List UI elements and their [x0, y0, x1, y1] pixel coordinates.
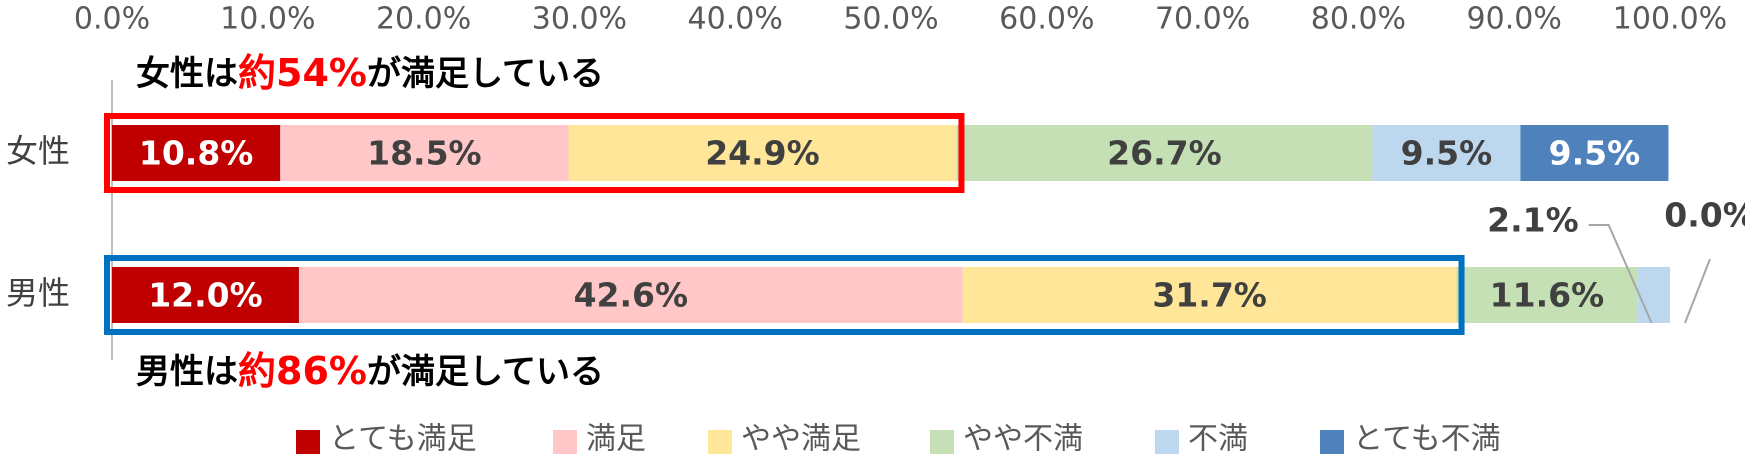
- legend-label: とても不満: [1353, 422, 1501, 457]
- bar-segment: [1372, 125, 1521, 181]
- x-tick-label: 40.0%: [688, 2, 783, 37]
- value-label: 26.7%: [1107, 134, 1222, 173]
- value-label: 0.0%: [1664, 196, 1745, 235]
- value-label: 12.0%: [148, 276, 263, 315]
- legend-swatch: [1320, 430, 1344, 454]
- annotation-part: 約54%: [238, 51, 367, 95]
- bar-segment: [280, 125, 569, 181]
- bar-segment: [298, 267, 963, 323]
- highlight-box: [104, 255, 1465, 335]
- legend-swatch: [296, 430, 320, 454]
- legend-label: やや不満: [963, 422, 1083, 457]
- value-label: 24.9%: [705, 134, 820, 173]
- annotation-part: が満足している: [367, 352, 604, 392]
- bar-segment: [568, 125, 957, 181]
- bar-segment: [112, 125, 281, 181]
- legend-swatch: [930, 430, 954, 454]
- highlight-box: [104, 113, 965, 193]
- value-label: 31.7%: [1152, 276, 1267, 315]
- bar-segment: [1456, 267, 1638, 323]
- category-label: 男性: [6, 274, 70, 312]
- x-tick-label: 10.0%: [220, 2, 315, 37]
- x-tick-label: 20.0%: [376, 2, 471, 37]
- legend-swatch: [1155, 430, 1179, 454]
- x-tick-label: 90.0%: [1467, 2, 1562, 37]
- annotation: 男性は約86%が満足している: [136, 349, 604, 393]
- bar-segment: [956, 125, 1373, 181]
- bar-segment: [1637, 267, 1670, 323]
- annotation-part: 約86%: [238, 349, 367, 393]
- annotation: 女性は約54%が満足している: [136, 51, 604, 95]
- legend-swatch: [708, 430, 732, 454]
- x-tick-label: 80.0%: [1311, 2, 1406, 37]
- value-label: 18.5%: [367, 134, 482, 173]
- bar-segment: [112, 267, 299, 323]
- legend-swatch: [553, 430, 577, 454]
- annotation-part: 男性は: [136, 352, 238, 392]
- value-label: 10.8%: [139, 134, 254, 173]
- legend-label: やや満足: [741, 422, 861, 457]
- value-label: 9.5%: [1401, 134, 1493, 173]
- x-tick-label: 70.0%: [1155, 2, 1250, 37]
- x-tick-label: 60.0%: [999, 2, 1094, 37]
- value-label: 9.5%: [1549, 134, 1641, 173]
- x-tick-label: 0.0%: [74, 2, 150, 37]
- x-tick-label: 100.0%: [1613, 2, 1727, 37]
- annotation-part: が満足している: [367, 54, 604, 94]
- leader-line: [1684, 258, 1711, 324]
- value-label: 42.6%: [574, 276, 689, 315]
- legend-label: 満足: [586, 422, 646, 457]
- annotation-part: 女性は: [136, 54, 238, 94]
- leader-line: [1588, 224, 1653, 324]
- value-label: 2.1%: [1487, 201, 1579, 240]
- value-label: 11.6%: [1490, 276, 1605, 315]
- bar-segment: [1520, 125, 1669, 181]
- category-label: 女性: [6, 132, 70, 170]
- x-tick-label: 30.0%: [532, 2, 627, 37]
- legend-label: とても満足: [329, 422, 477, 457]
- bar-segment: [962, 267, 1457, 323]
- x-tick-label: 50.0%: [843, 2, 938, 37]
- legend-label: 不満: [1188, 422, 1248, 457]
